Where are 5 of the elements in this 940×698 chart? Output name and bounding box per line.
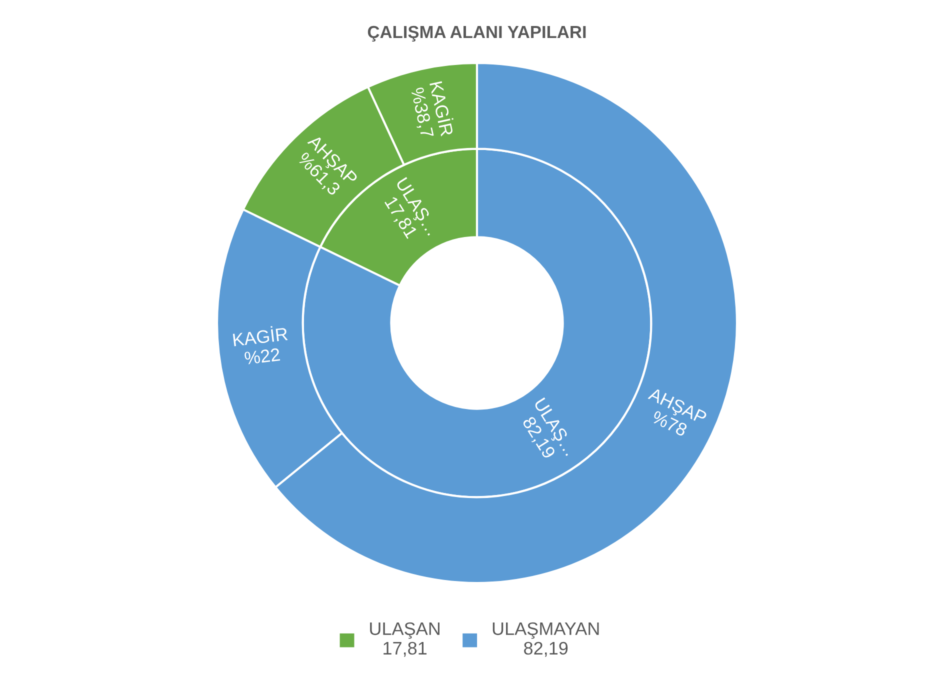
legend-label: ULAŞMAYAN 82,19 — [492, 622, 599, 657]
text: KAGİR %22 — [232, 324, 288, 365]
text: KAGİR %38,7 — [408, 80, 456, 139]
chart-title: ÇALIŞMA ALANI YAPILARI — [368, 26, 586, 42]
legend-label: ULAŞAN 17,81 — [370, 622, 440, 657]
